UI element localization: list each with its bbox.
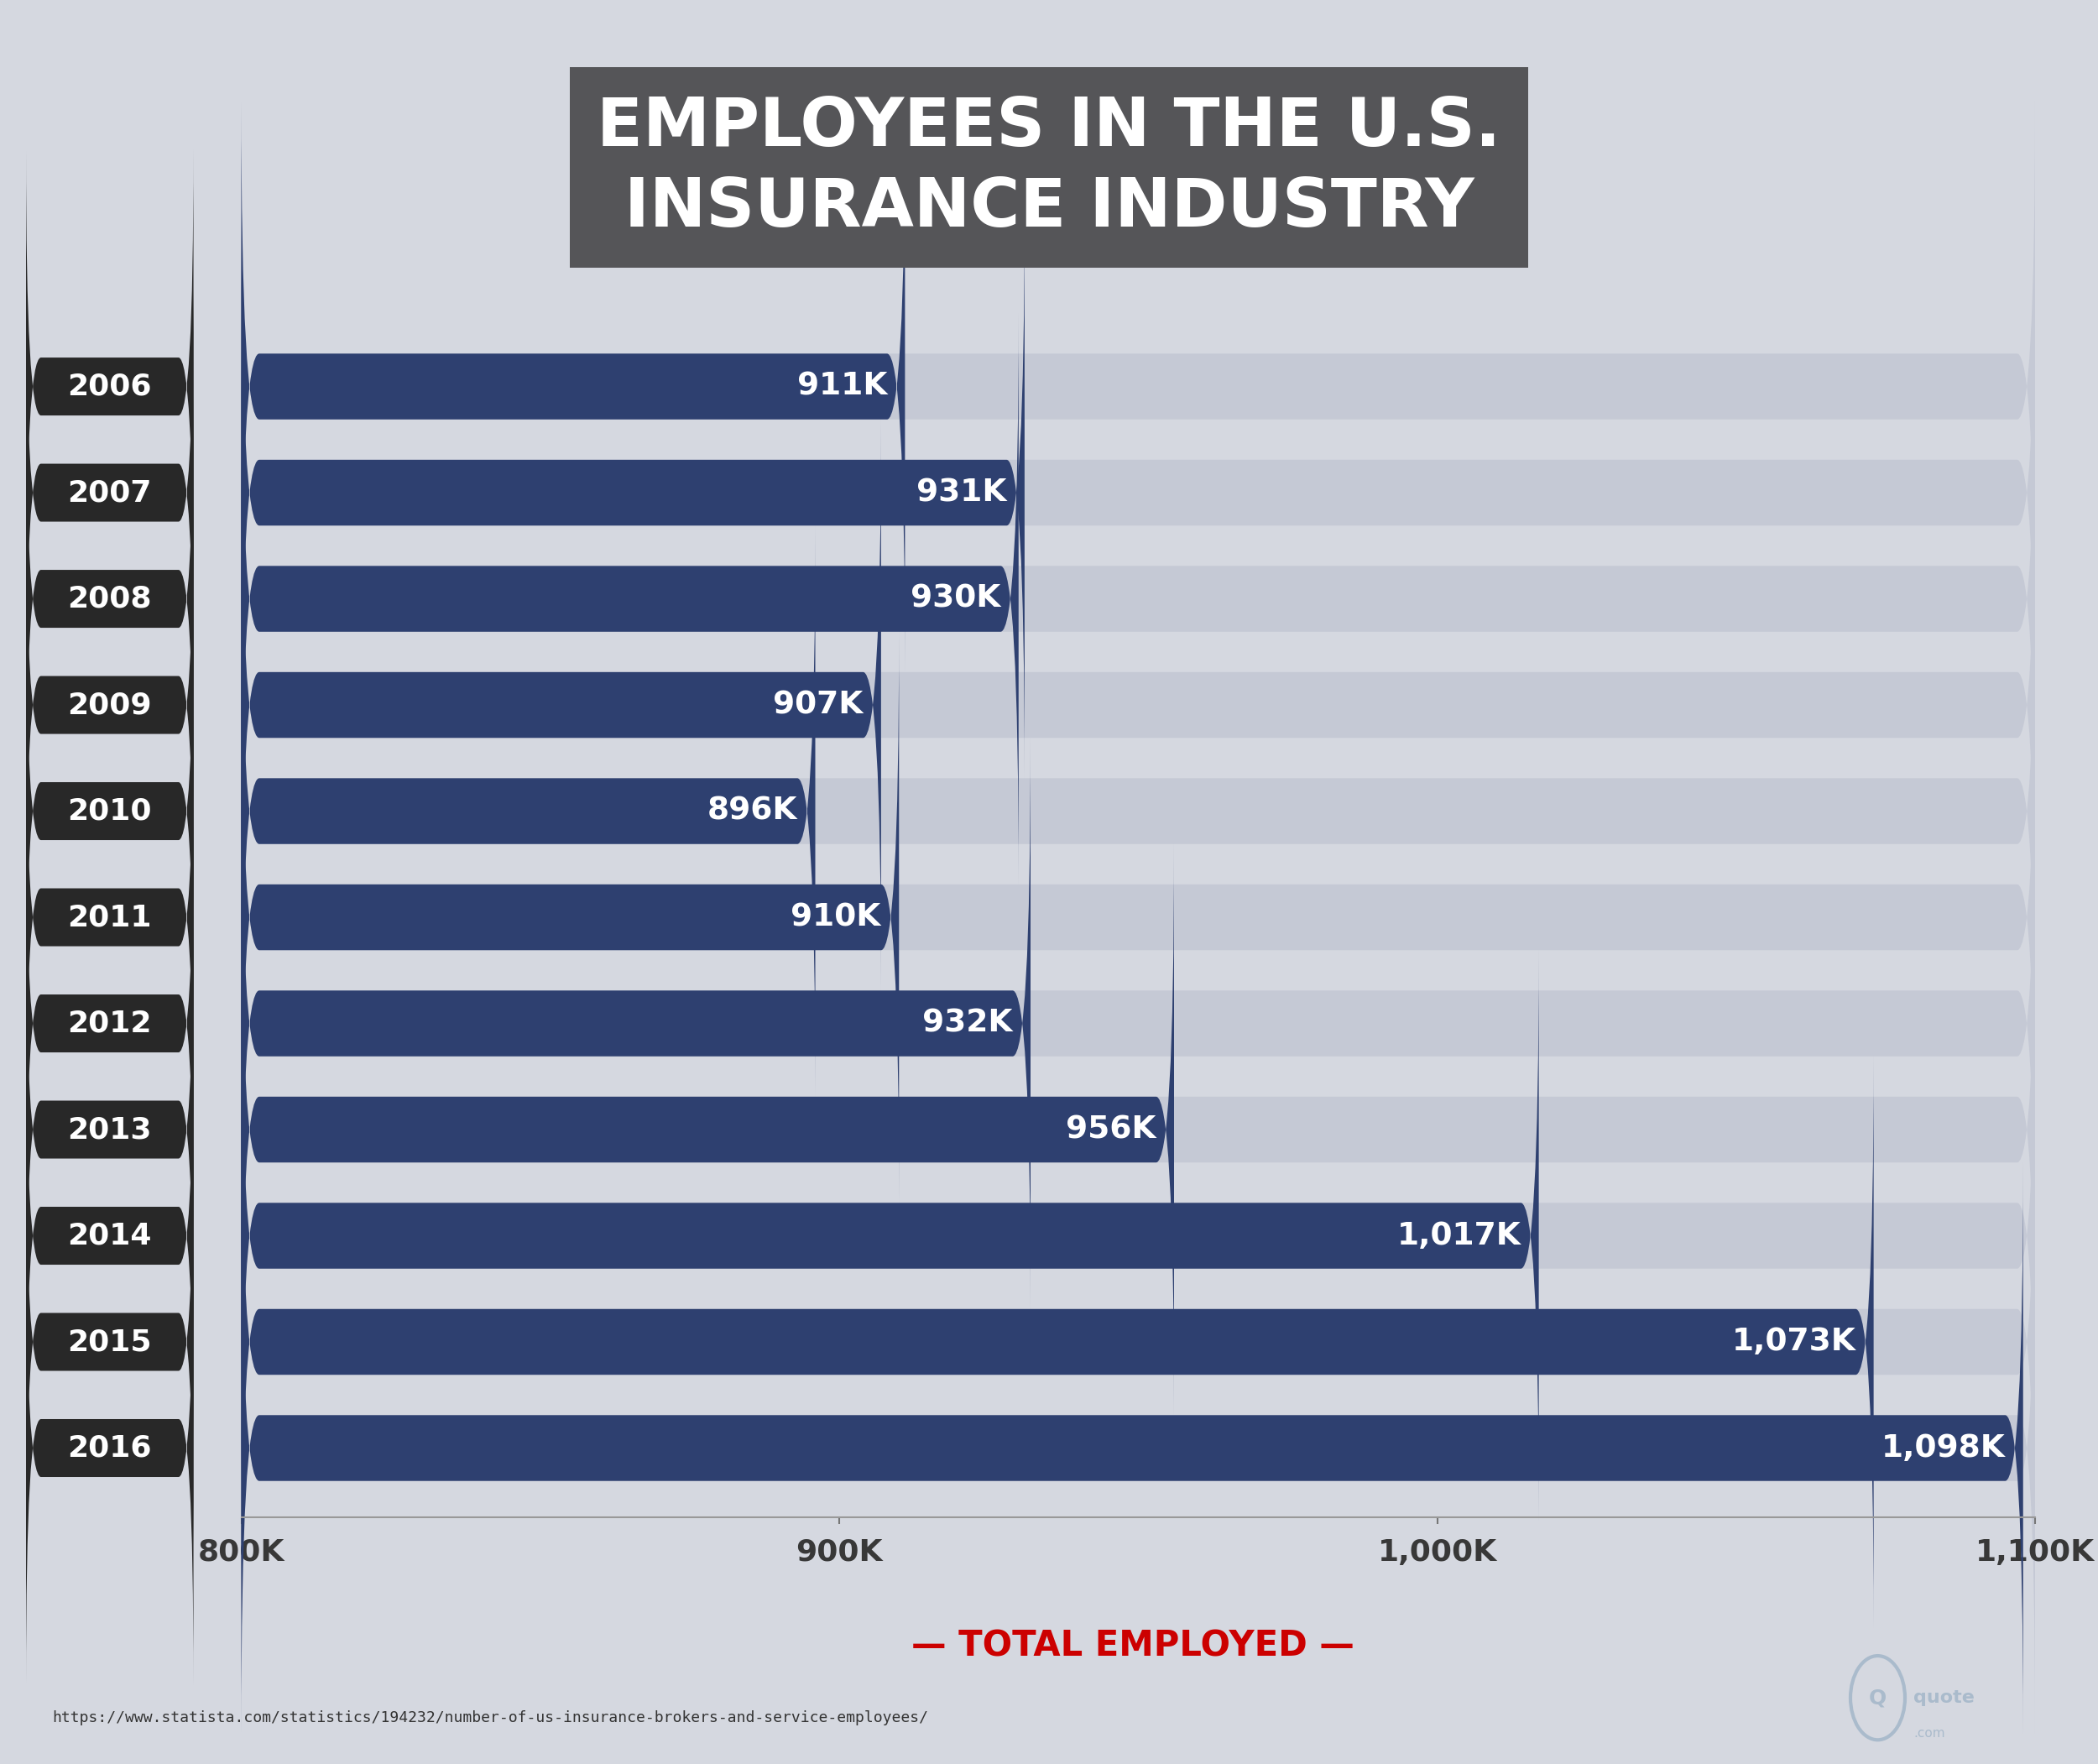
FancyBboxPatch shape <box>25 893 193 1365</box>
FancyBboxPatch shape <box>25 1106 193 1579</box>
Text: 2010: 2010 <box>67 797 151 826</box>
FancyBboxPatch shape <box>241 206 1024 778</box>
FancyBboxPatch shape <box>25 362 193 834</box>
FancyBboxPatch shape <box>241 526 816 1097</box>
Text: 2011: 2011 <box>67 903 151 931</box>
FancyBboxPatch shape <box>25 681 193 1154</box>
FancyBboxPatch shape <box>25 150 193 623</box>
FancyBboxPatch shape <box>25 469 193 942</box>
FancyBboxPatch shape <box>241 101 904 672</box>
Text: 931K: 931K <box>917 478 1007 508</box>
FancyBboxPatch shape <box>241 1057 2035 1628</box>
FancyBboxPatch shape <box>241 1057 1874 1628</box>
FancyBboxPatch shape <box>241 1162 2035 1734</box>
FancyBboxPatch shape <box>241 1162 2022 1734</box>
Text: 2006: 2006 <box>67 372 151 400</box>
FancyBboxPatch shape <box>241 737 1030 1309</box>
FancyBboxPatch shape <box>241 101 2035 672</box>
Text: 2016: 2016 <box>67 1434 151 1462</box>
FancyBboxPatch shape <box>241 420 881 991</box>
FancyBboxPatch shape <box>241 314 1020 884</box>
Text: 2014: 2014 <box>67 1221 151 1251</box>
FancyBboxPatch shape <box>241 843 1175 1415</box>
Text: 1,073K: 1,073K <box>1731 1327 1857 1357</box>
Text: 2015: 2015 <box>67 1328 151 1357</box>
Text: 2009: 2009 <box>67 691 151 720</box>
Text: 896K: 896K <box>707 796 797 826</box>
FancyBboxPatch shape <box>241 526 2035 1097</box>
Text: 1,098K: 1,098K <box>1882 1432 2006 1462</box>
FancyBboxPatch shape <box>241 632 900 1203</box>
Text: 911K: 911K <box>797 372 887 402</box>
FancyBboxPatch shape <box>241 314 2035 884</box>
Text: 956K: 956K <box>1066 1115 1156 1145</box>
Text: 910K: 910K <box>791 901 881 933</box>
Text: https://www.statista.com/statistics/194232/number-of-us-insurance-brokers-and-se: https://www.statista.com/statistics/1942… <box>52 1709 929 1725</box>
FancyBboxPatch shape <box>25 256 193 729</box>
FancyBboxPatch shape <box>241 206 2035 778</box>
Text: Q: Q <box>1869 1688 1886 1708</box>
Text: EMPLOYEES IN THE U.S.
INSURANCE INDUSTRY: EMPLOYEES IN THE U.S. INSURANCE INDUSTRY <box>598 95 1500 240</box>
Text: 2008: 2008 <box>67 584 151 614</box>
Text: 1,017K: 1,017K <box>1397 1221 1521 1251</box>
Text: 2012: 2012 <box>67 1009 151 1037</box>
FancyBboxPatch shape <box>25 575 193 1048</box>
FancyBboxPatch shape <box>241 843 2035 1415</box>
Text: 932K: 932K <box>923 1009 1013 1039</box>
FancyBboxPatch shape <box>241 737 2035 1309</box>
FancyBboxPatch shape <box>241 632 2035 1203</box>
Text: quote: quote <box>1913 1690 1974 1706</box>
Text: 2007: 2007 <box>67 478 151 506</box>
FancyBboxPatch shape <box>241 951 1538 1521</box>
FancyBboxPatch shape <box>241 420 2035 991</box>
FancyBboxPatch shape <box>241 951 2035 1521</box>
Text: .com: .com <box>1913 1727 1945 1739</box>
FancyBboxPatch shape <box>25 787 193 1259</box>
FancyBboxPatch shape <box>25 1000 193 1473</box>
Text: 2013: 2013 <box>67 1115 151 1143</box>
FancyBboxPatch shape <box>25 1212 193 1685</box>
Text: 907K: 907K <box>772 690 862 720</box>
Text: — TOTAL EMPLOYED —: — TOTAL EMPLOYED — <box>911 1628 1355 1663</box>
Text: 930K: 930K <box>911 584 1001 614</box>
